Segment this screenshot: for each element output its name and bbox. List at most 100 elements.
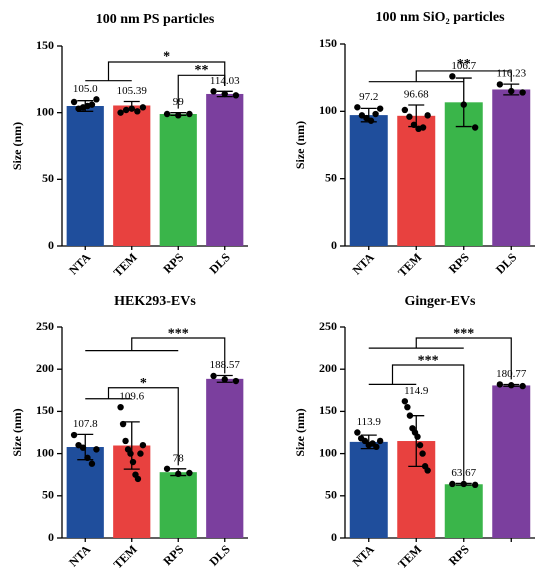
value-label: 113.9 [357,416,382,428]
data-point [414,433,421,440]
data-point [519,89,526,96]
x-tick-label: RPS [160,250,186,276]
data-point [354,104,361,111]
data-point [88,460,96,467]
value-label: 105.0 [73,83,98,95]
y-tick-label: 100 [319,103,337,117]
data-point [373,443,380,451]
data-point [460,101,467,108]
data-point [449,73,456,80]
significance-label: *** [168,326,189,341]
bar [206,93,244,247]
bar [159,472,197,538]
data-point [163,465,171,472]
data-point [361,437,369,445]
significance-label: * [140,376,147,391]
significance-bracket [391,364,465,481]
data-point [210,88,217,95]
data-point [460,480,467,488]
data-point [406,113,413,120]
data-point [449,480,456,488]
y-tick-label: 150 [36,38,54,52]
data-point [424,112,431,119]
x-tick-label: RPS [160,542,186,568]
significance-bracket [415,70,512,82]
bar [159,114,197,246]
data-point [70,98,78,106]
significance-bracket [107,387,179,466]
significance-label: ** [457,57,471,72]
y-tick-label: 50 [325,170,337,184]
bar [206,378,244,538]
significance-bracket [107,61,226,86]
y-axis-label: Size (nm) [10,408,24,456]
data-point [175,470,182,478]
y-axis-label: Size (nm) [293,408,307,456]
significance-label: * [163,50,170,65]
data-point [139,441,147,449]
bar [444,484,483,538]
data-point [127,450,134,457]
data-point [232,377,240,385]
x-tick-label: DLS [206,250,233,277]
x-tick-label: RPS [446,542,472,568]
value-label: 107.8 [73,418,98,430]
data-point [134,475,142,483]
data-point [424,467,431,474]
panel-title: 100 nm PS particles [96,12,215,27]
data-point [79,444,87,451]
y-axis-label: Size (nm) [10,122,24,170]
x-tick-label: NTA [66,542,93,569]
data-point [354,429,361,436]
bar [492,89,531,247]
data-point [221,90,228,98]
data-point [175,112,182,119]
significance-label: *** [453,326,474,341]
significance-bracket [131,337,226,374]
data-point [128,105,135,112]
x-tick-label: TEM [395,542,424,571]
data-point [117,109,124,116]
data-point [122,106,130,114]
x-tick-label: DLS [493,250,520,277]
data-point [134,108,141,115]
value-label: 106.7 [451,60,476,72]
y-tick-label: 200 [36,361,54,375]
data-point [508,382,515,389]
y-tick-label: 0 [48,238,54,252]
data-point [139,104,147,111]
data-point [210,372,217,380]
data-point [221,376,228,383]
data-point [496,381,504,388]
y-tick-label: 150 [319,36,337,50]
x-tick-label: RPS [446,250,472,276]
significance-label: *** [418,353,439,368]
value-label: 97.2 [359,91,378,103]
y-tick-label: 100 [36,104,54,118]
y-tick-label: 50 [42,488,54,502]
bar [66,106,104,246]
data-point [88,101,96,108]
y-tick-label: 100 [36,445,54,459]
x-tick-label: TEM [111,542,140,571]
panel-title: HEK293-EVs [114,294,196,309]
data-point [404,403,411,411]
y-tick-label: 200 [319,361,337,375]
data-point [232,92,240,99]
data-point [84,454,91,462]
bar [349,115,388,246]
bar [113,105,151,246]
y-axis-label: Size (nm) [293,121,307,169]
data-point [93,446,100,453]
data-point [186,110,193,118]
bar [397,115,436,247]
x-tick-label: DLS [206,542,233,569]
bar [349,441,388,538]
panel-title: Ginger-EVs [404,294,476,309]
data-point [93,96,100,103]
value-label: 109.6 [119,391,144,403]
data-point [401,398,409,405]
significance-bracket [177,74,226,109]
x-tick-label: TEM [111,250,140,279]
